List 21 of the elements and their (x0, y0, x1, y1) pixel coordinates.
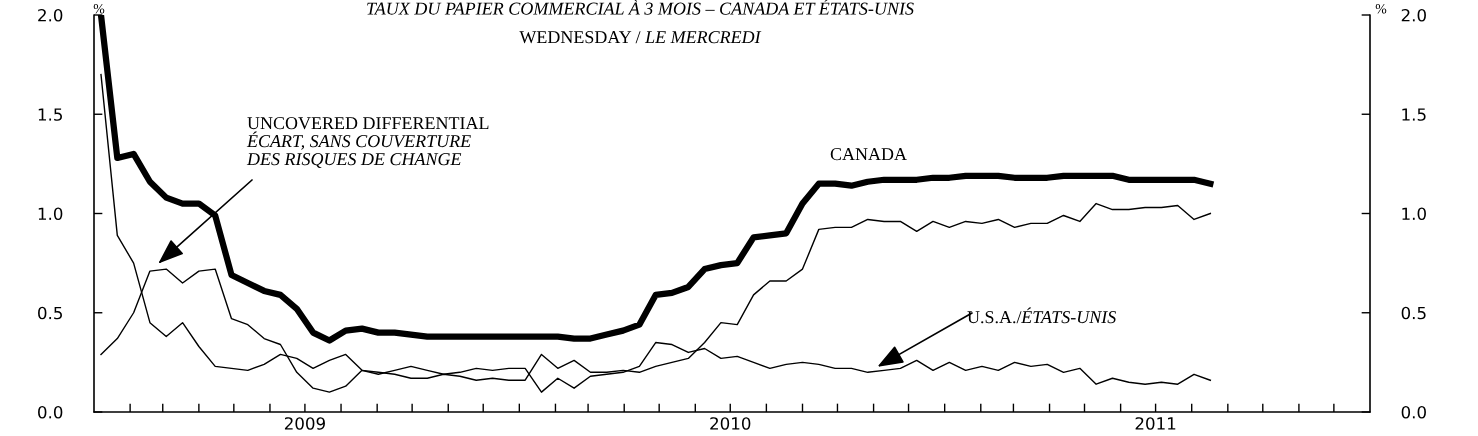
chart-title: TAUX DU PAPIER COMMERCIAL À 3 MOIS – CANADA ET ÉTATS-UNIS (367, 0, 914, 15)
y2-tick-label: 2.0 (1401, 8, 1426, 22)
x-tick-label: 2009 (284, 417, 325, 430)
x-tick-label: 2010 (710, 417, 751, 430)
text: UNCOVERED DIFFERENTIAL ÉCART, SANS COUVERTURE DES RISQUES DE CHANGE (246, 117, 489, 168)
y-tick-label: 2.0 (38, 8, 63, 22)
y2-axis-title: % (1375, 4, 1387, 14)
y-axis-title: % (93, 4, 105, 14)
y-tick-label: 1.0 (38, 207, 63, 221)
text: WEDNESDAY / LE MERCREDI (519, 31, 762, 44)
y2-tick-label: 1.0 (1402, 207, 1426, 221)
y2-tick-label: 0.5 (1401, 306, 1426, 320)
series-label: CANADA (830, 148, 907, 161)
line-series (100, 73, 1212, 393)
y2-tick-label: 0.0 (1401, 405, 1426, 419)
text: U.S.A./ÉTATS-UNIS (967, 307, 1116, 324)
y-tick-label: 0.0 (38, 405, 63, 419)
y-tick-label: 0.5 (38, 306, 62, 320)
y2-tick-label: 1.5 (1402, 108, 1426, 121)
x-tick-label: 2011 (1135, 417, 1176, 430)
y-tick-label: 1.5 (38, 108, 62, 121)
